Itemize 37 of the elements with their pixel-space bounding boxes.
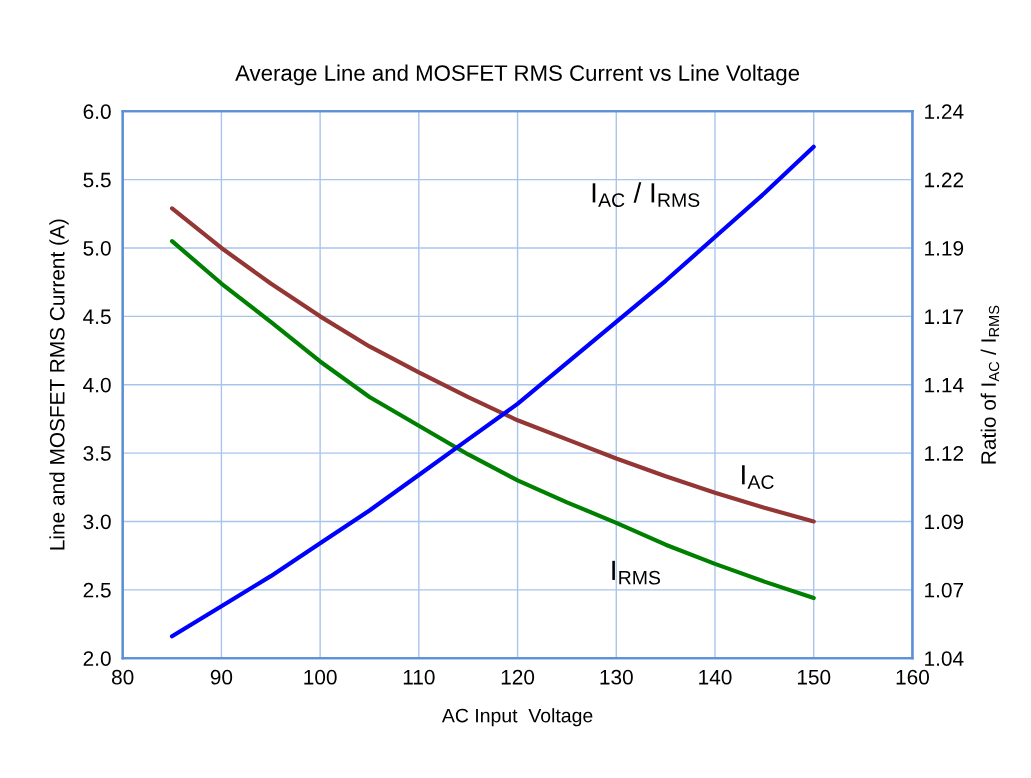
x-tick-label: 140 (699, 669, 732, 685)
x-tick-label: 150 (797, 669, 831, 685)
x-tick-label: 160 (896, 669, 929, 685)
y-tick-label: 6.0 (83, 104, 111, 120)
y-tick-label: 5.5 (83, 172, 111, 188)
x-tick-label: 90 (210, 669, 233, 685)
y-tick-label: 2.5 (83, 582, 111, 598)
x-tick-label: 100 (304, 669, 337, 685)
series-label: I$_{RMS}$ (612, 560, 661, 585)
y-tick-label: 4.5 (83, 309, 111, 325)
y2-axis-title: Ratio of I$_{AC}$ / I$_{RMS}$ (980, 305, 1000, 464)
series-label: I$_{AC}$ / I$_{RMS}$ (592, 182, 700, 208)
line-series (169, 239, 816, 601)
y-tick-label: 5.0 (83, 240, 111, 256)
y-tick-label: 2.0 (83, 651, 111, 666)
y2-tick-label: 1.17 (925, 309, 964, 324)
x-tick-label: 110 (403, 669, 435, 685)
y-tick-label: 3.0 (83, 514, 111, 530)
y2-tick-label: 1.22 (925, 172, 964, 188)
x-tick-label: 80 (112, 669, 134, 685)
line-series (169, 206, 816, 524)
y2-tick-label: 1.09 (925, 514, 964, 530)
x-axis-title: AC Input Voltage (441, 708, 593, 727)
x-tick-label: 120 (501, 669, 535, 685)
y-tick-label: 3.5 (83, 446, 111, 461)
y2-tick-label: 1.12 (925, 446, 964, 461)
y2-tick-label: 1.19 (925, 240, 964, 256)
line-series (169, 144, 816, 639)
y2-tick-label: 1.07 (925, 582, 964, 598)
y-tick-label: 4.0 (83, 377, 111, 393)
y2-tick-label: 1.24 (925, 104, 964, 119)
series-label: I$_{AC}$ (742, 465, 774, 489)
y-axis-title: Line and MOSFET RMS Current (A) (49, 219, 69, 550)
y2-tick-label: 1.04 (925, 651, 964, 666)
x-tick-label: 130 (600, 669, 633, 685)
y2-tick-label: 1.14 (925, 377, 964, 393)
chart-title: Average Line and MOSFET RMS Current vs Line Voltage (235, 64, 800, 86)
